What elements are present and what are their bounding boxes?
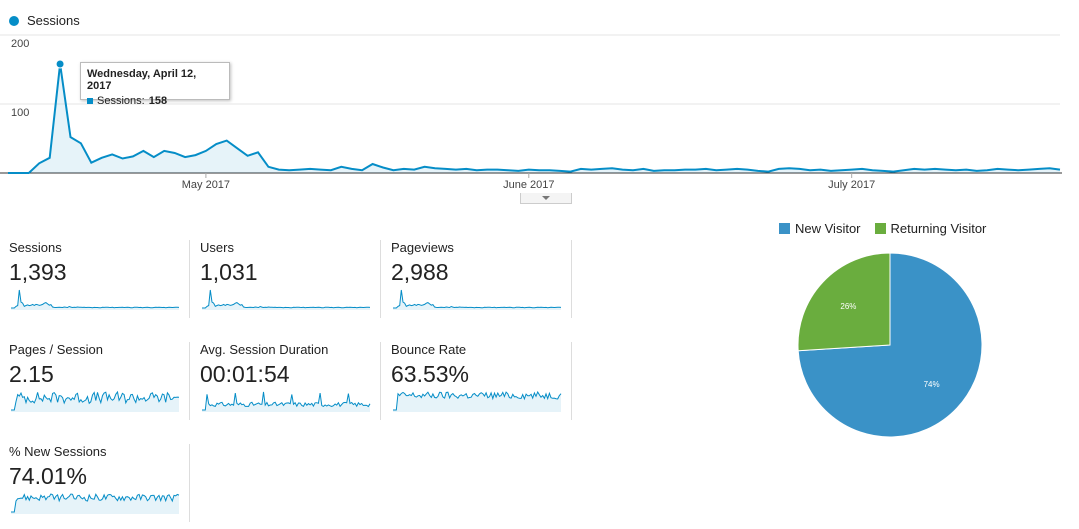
metric-label: Pages / Session [9, 342, 103, 357]
metric-bounce-rate[interactable]: Bounce Rate 63.53% [391, 342, 572, 420]
metric-label: Pageviews [391, 240, 454, 255]
tooltip-metric: Sessions: [97, 95, 145, 107]
sparkline-line [202, 391, 371, 411]
sparkline-line [11, 493, 180, 513]
metric-value: 1,031 [200, 259, 258, 285]
metric-sparkline [202, 289, 371, 310]
metric-sparkline [202, 391, 371, 412]
collapse-chart-button[interactable] [520, 193, 572, 204]
legend-item-returning-visitor[interactable]: Returning Visitor [874, 221, 987, 236]
visitor-type-pie-chart[interactable]: 74% 26% [790, 245, 990, 445]
tooltip-date: Wednesday, April 12, 2017 [87, 68, 197, 92]
metric-new-sessions[interactable]: % New Sessions 74.01% [9, 444, 190, 522]
pie-legend: New Visitor Returning Visitor [779, 221, 986, 236]
metric-sparkline [393, 390, 562, 412]
metric-label: % New Sessions [9, 444, 107, 459]
legend-label-new-visitor: New Visitor [795, 221, 861, 236]
metric-label: Avg. Session Duration [200, 342, 329, 357]
metric-sparkline [11, 493, 180, 514]
pie-slice-label: 74% [924, 380, 940, 389]
sparkline-line [11, 390, 180, 411]
legend-label-returning-visitor: Returning Visitor [890, 221, 987, 236]
sessions-line [8, 63, 1061, 174]
data-point [55, 59, 65, 69]
tooltip-value: 158 [148, 95, 168, 107]
metric-value: 2.15 [9, 361, 54, 387]
metric-pages-per-session[interactable]: Pages / Session 2.15 [9, 342, 190, 420]
sparkline-area [11, 494, 179, 514]
legend-item-new-visitor[interactable]: New Visitor [779, 221, 861, 236]
metric-value: 00:01:54 [200, 361, 290, 387]
chart-tooltip: Wednesday, April 12, 2017 Sessions: 158 [80, 62, 230, 107]
new-visitor-swatch [779, 223, 790, 234]
sparkline-line [393, 390, 562, 411]
sparkline-area [393, 290, 561, 310]
metric-pageviews[interactable]: Pageviews 2,988 [391, 240, 572, 318]
metric-sparkline [11, 390, 180, 412]
sparkline-area [202, 290, 370, 310]
metric-users[interactable]: Users 1,031 [200, 240, 381, 318]
sparkline-area [11, 392, 179, 412]
metric-sparkline [393, 289, 562, 310]
sparkline-line [11, 289, 180, 309]
sparkline-line [202, 289, 371, 309]
metric-value: 2,988 [391, 259, 449, 285]
sparkline-area [202, 392, 370, 412]
x-tick-label: June 2017 [503, 179, 554, 191]
y-tick-label: 100 [11, 107, 29, 119]
sessions-area [8, 64, 1060, 173]
sparkline-area [393, 392, 561, 412]
sparkline-area [11, 290, 179, 310]
chevron-down-icon [542, 196, 550, 200]
pie-slice-returning-visitor [797, 252, 891, 352]
metric-value: 63.53% [391, 361, 470, 387]
sessions-legend-dot [9, 15, 19, 26]
sparkline-line [393, 289, 562, 309]
metric-value: 74.01% [9, 463, 88, 489]
metric-label: Users [200, 240, 234, 255]
y-tick-label: 200 [11, 38, 29, 50]
metric-value: 1,393 [9, 259, 67, 285]
sessions-line-chart[interactable]: 100 200 May 2017 June 2017 July 2017 [0, 30, 1079, 195]
metric-sessions[interactable]: Sessions 1,393 [9, 240, 190, 318]
returning-visitor-swatch [874, 223, 886, 234]
metric-avg-session-duration[interactable]: Avg. Session Duration 00:01:54 [200, 342, 381, 420]
pie-slice-label: 26% [840, 302, 856, 311]
sessions-legend-label: Sessions [27, 13, 80, 28]
x-tick-label: July 2017 [828, 179, 875, 191]
sessions-legend[interactable]: Sessions [9, 13, 80, 28]
x-tick-label: May 2017 [182, 179, 230, 191]
metric-label: Bounce Rate [391, 342, 467, 357]
tooltip-series-swatch [87, 98, 93, 104]
metric-label: Sessions [9, 240, 62, 255]
metric-sparkline [11, 289, 180, 310]
